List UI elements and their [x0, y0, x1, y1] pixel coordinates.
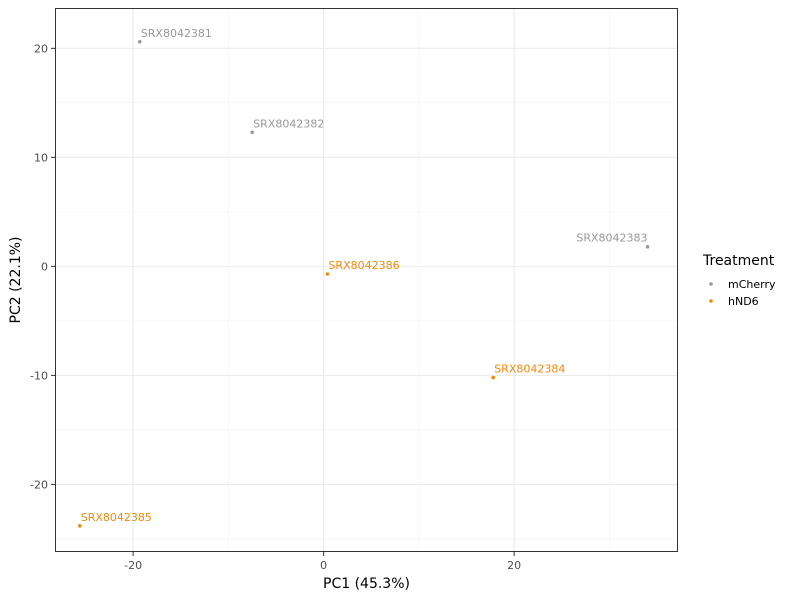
- minor-gridlines: [55, 8, 678, 552]
- x-tick-label: -20: [124, 559, 142, 572]
- data-points: [77, 39, 650, 528]
- point-label: SRX8042381: [141, 27, 212, 40]
- data-point: [645, 244, 650, 249]
- y-tick-label: 20: [34, 42, 48, 55]
- x-tick-label: 0: [320, 559, 327, 572]
- y-axis-title: PC2 (22.1%): [8, 237, 24, 324]
- data-point: [491, 375, 495, 380]
- point-labels: SRX8042381 SRX8042382 SRX8042383 SRX8042386…: [81, 27, 648, 524]
- x-axis-ticks: -20 0 20: [124, 552, 521, 572]
- data-point: [77, 524, 82, 528]
- y-tick-label: -10: [30, 369, 48, 382]
- data-point: [137, 39, 142, 44]
- point-label: SRX8042382: [253, 117, 324, 130]
- point-label: SRX8042385: [81, 511, 152, 524]
- y-tick-label: -20: [30, 478, 48, 491]
- point-label: SRX8042383: [576, 232, 647, 245]
- data-point: [325, 272, 330, 276]
- panel-border: [55, 8, 678, 552]
- legend-label: mCherry: [728, 278, 776, 291]
- y-tick-label: 10: [34, 151, 48, 164]
- x-axis-title: PC1 (45.3%): [323, 576, 410, 592]
- legend-key: [709, 299, 713, 303]
- x-tick-label: 20: [507, 559, 521, 572]
- legend-key: [709, 282, 713, 286]
- point-label: SRX8042384: [494, 363, 565, 376]
- point-label: SRX8042386: [328, 259, 399, 272]
- major-gridlines: [55, 8, 678, 552]
- legend-title: Treatment: [702, 253, 775, 269]
- legend-label: hND6: [728, 295, 759, 308]
- data-point: [250, 130, 254, 135]
- y-axis-ticks: -20 -10 0 10 20: [30, 42, 55, 491]
- legend: Treatment mCherry hND6: [702, 253, 776, 308]
- legend-items: mCherry hND6: [709, 278, 776, 308]
- y-tick-label: 0: [41, 260, 48, 273]
